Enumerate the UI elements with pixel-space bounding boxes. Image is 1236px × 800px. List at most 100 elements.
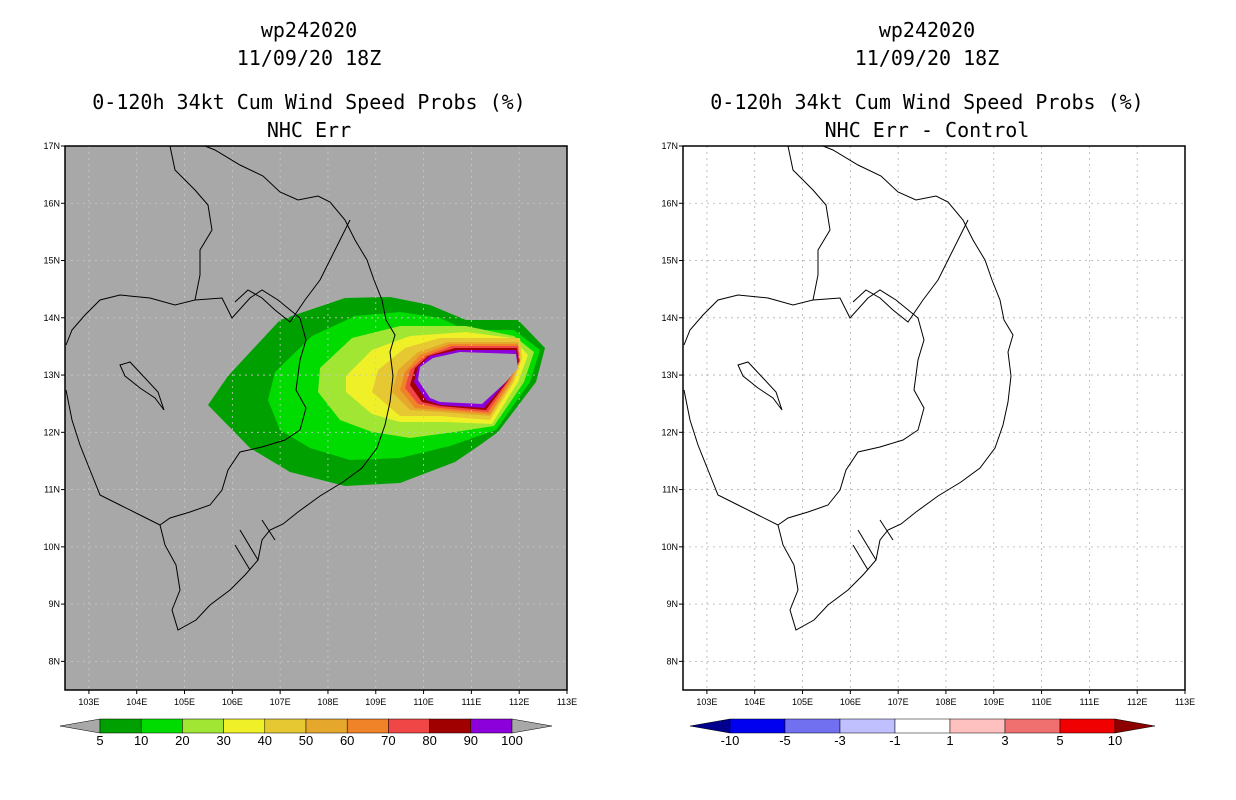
lat-label: 16N (661, 198, 678, 208)
country-border (159, 289, 307, 526)
colorbar-segment (223, 718, 266, 734)
lat-label: 14N (661, 313, 678, 323)
lat-label: 11N (662, 485, 678, 495)
subtitle: NHC Err - Control (824, 118, 1030, 142)
storm-id: wp242020 (260, 18, 358, 42)
probability-contour (400, 344, 520, 414)
colorbar-end-left (689, 718, 731, 734)
lon-label: 109E (983, 697, 1004, 707)
probability-contour (392, 342, 520, 416)
lon-label: 107E (270, 697, 291, 707)
map-frame (64, 145, 568, 691)
lat-label: 10N (43, 542, 60, 552)
colorbar-segment (1004, 718, 1061, 734)
product-title: 0-120h 34kt Cum Wind Speed Probs (%) (710, 90, 1144, 114)
lat-label: 9N (48, 599, 60, 609)
lat-label: 13N (43, 370, 60, 380)
colorbar-end-right (511, 718, 553, 734)
probability-contour (410, 348, 519, 410)
country-border (777, 289, 925, 526)
lon-label: 113E (1175, 697, 1195, 707)
colorbar-segment (1059, 718, 1116, 734)
colorbar-label: 5 (96, 733, 103, 748)
colorbar-segment (894, 718, 951, 734)
colorbar-label: 1 (946, 733, 953, 748)
probability-contour (414, 350, 518, 408)
lat-label: 9N (666, 599, 678, 609)
colorbar-label: -5 (779, 733, 791, 748)
colorbar-segment (140, 718, 183, 734)
lon-label: 111E (1080, 697, 1100, 707)
lon-label: 106E (840, 697, 861, 707)
lon-label: 108E (935, 697, 956, 707)
probability-contour (318, 326, 534, 438)
colorbar-label: 40 (258, 733, 272, 748)
colorbar-label: 90 (464, 733, 478, 748)
delta-island (857, 529, 877, 561)
lat-label: 14N (43, 313, 60, 323)
colorbar-segment (784, 718, 841, 734)
coastline (683, 145, 1014, 631)
colorbar-segment (729, 718, 786, 734)
datetime: 11/09/20 18Z (236, 46, 382, 70)
country-border (119, 361, 165, 411)
delta-island (852, 544, 869, 571)
lon-label: 112E (1127, 697, 1147, 707)
colorbar-label: 3 (1001, 733, 1008, 748)
probability-contour (346, 332, 528, 424)
lon-label: 105E (174, 697, 195, 707)
panel-nhc-err-control: wp242020 11/09/20 18Z 0-120h 34kt Cum Wi… (618, 0, 1236, 800)
colorbar-label: 100 (501, 733, 523, 748)
colorbar-label: 50 (299, 733, 313, 748)
colorbar-end-right (1114, 718, 1156, 734)
lon-label: 104E (744, 697, 765, 707)
colorbar-label: 20 (175, 733, 189, 748)
lat-label: 12N (43, 427, 60, 437)
map-background (65, 146, 567, 690)
colorbar-label: 30 (216, 733, 230, 748)
colorbar-segment (949, 718, 1006, 734)
colorbar-label: 70 (381, 733, 395, 748)
country-border (737, 361, 783, 411)
lat-label: 12N (661, 427, 678, 437)
colorbar-segment (182, 718, 224, 734)
colorbar-label: -3 (834, 733, 846, 748)
lat-label: 16N (43, 198, 60, 208)
lat-label: 13N (661, 370, 678, 380)
colorbar-segment (429, 718, 472, 734)
lon-label: 109E (365, 697, 386, 707)
lat-label: 15N (661, 256, 678, 266)
probability-contour (372, 338, 522, 420)
colorbar-segment (264, 718, 307, 734)
lon-label: 107E (888, 697, 909, 707)
colorbar-label: -1 (889, 733, 901, 748)
lon-label: 108E (317, 697, 338, 707)
lon-label: 105E (792, 697, 813, 707)
country-border (65, 145, 213, 346)
lat-label: 11N (44, 485, 60, 495)
lon-label: 104E (126, 697, 147, 707)
probability-contour (208, 297, 545, 486)
lat-label: 17N (43, 141, 60, 151)
lon-label: 103E (696, 697, 717, 707)
lat-label: 8N (48, 656, 60, 666)
probability-contour (405, 346, 520, 412)
colorbar-segment (388, 718, 430, 734)
lon-label: 113E (557, 697, 577, 707)
delta-island (239, 529, 259, 561)
colorbar-segment (346, 718, 389, 734)
country-border (234, 219, 351, 323)
lon-label: 111E (462, 697, 482, 707)
product-title: 0-120h 34kt Cum Wind Speed Probs (%) (92, 90, 526, 114)
lon-label: 106E (222, 697, 243, 707)
lon-label: 112E (509, 697, 529, 707)
lon-label: 110E (413, 697, 433, 707)
lon-label: 110E (1031, 697, 1051, 707)
lon-label: 103E (78, 697, 99, 707)
country-border (683, 145, 831, 346)
colorbar-label: 10 (1108, 733, 1122, 748)
map-background (683, 146, 1185, 690)
country-border (852, 219, 969, 323)
colorbar-label: -10 (721, 733, 740, 748)
colorbar-segment (470, 718, 513, 734)
